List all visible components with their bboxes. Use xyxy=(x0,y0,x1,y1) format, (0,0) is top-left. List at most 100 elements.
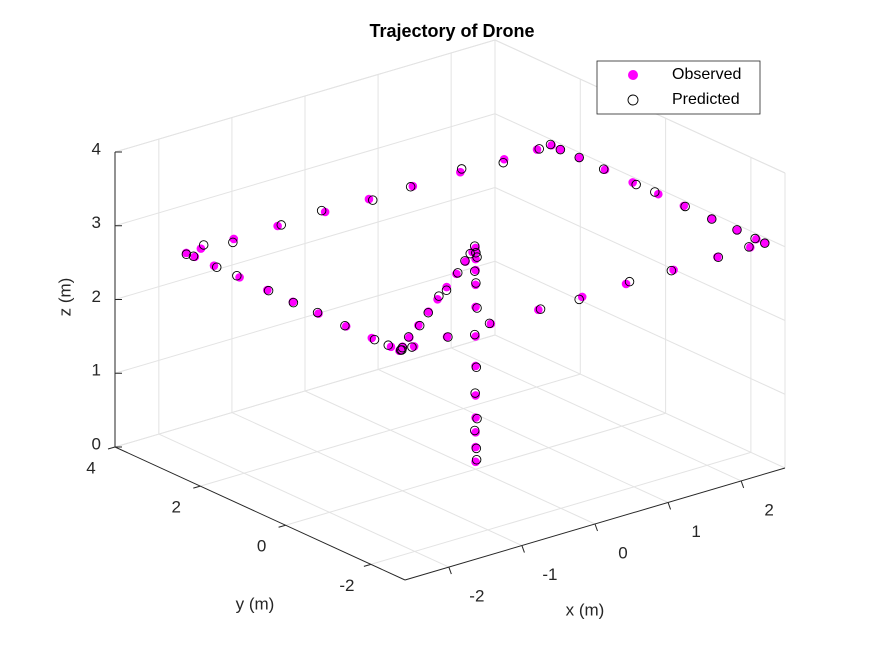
observed-point xyxy=(433,295,442,304)
predicted-point xyxy=(469,241,480,251)
grid-line xyxy=(377,369,669,503)
predicted-point xyxy=(471,455,482,465)
predicted-point xyxy=(484,318,495,329)
grid-line xyxy=(370,451,752,565)
y-tick-label: 4 xyxy=(86,458,95,477)
predicted-point xyxy=(414,320,425,331)
predicted-point xyxy=(453,268,463,278)
predicted-point xyxy=(624,276,635,287)
predicted-point xyxy=(276,220,287,230)
predicted-point xyxy=(369,334,380,345)
predicted-point xyxy=(472,413,482,424)
predicted-point xyxy=(469,425,480,436)
x-tick xyxy=(594,523,598,532)
observed-point xyxy=(461,257,470,266)
y-tick xyxy=(278,524,286,528)
grid-line xyxy=(450,347,742,482)
predicted-point xyxy=(383,340,393,350)
observed-point xyxy=(713,252,722,262)
predicted-point xyxy=(181,249,192,260)
grid-line xyxy=(114,187,496,300)
observed-point xyxy=(229,234,239,244)
y-tick xyxy=(363,563,372,567)
predicted-point xyxy=(441,285,452,296)
predicted-point xyxy=(407,342,417,352)
predicted-point xyxy=(263,285,274,296)
grid-line xyxy=(494,334,786,469)
grid-line xyxy=(494,187,786,321)
x-axis-label: x (m) xyxy=(566,600,605,619)
x-tick-label: 0 xyxy=(618,543,627,562)
x-tick xyxy=(667,502,672,510)
predicted-point xyxy=(471,278,481,288)
predicted-point xyxy=(744,242,754,252)
predicted-point xyxy=(666,265,677,276)
axis-layer: -2 -1 0 1 2 -2 0 2 4 0 1 2 3 4 xyxy=(86,139,786,606)
predicted-point xyxy=(340,320,350,331)
predicted-point xyxy=(470,388,480,398)
legend-label: Predicted xyxy=(672,91,740,108)
observed-point xyxy=(499,154,509,164)
observed-point xyxy=(707,214,716,223)
observed-point xyxy=(320,207,330,217)
grid-line xyxy=(200,373,581,487)
grid-line xyxy=(231,412,523,546)
predicted-point xyxy=(232,271,242,281)
predicted-point xyxy=(188,251,199,262)
predicted-point xyxy=(631,179,641,190)
predicted-point xyxy=(465,248,475,259)
x-tick xyxy=(740,480,745,489)
observed-point xyxy=(471,280,480,290)
predicted-point xyxy=(198,240,209,250)
legend-label: Observed xyxy=(672,66,741,83)
observed-point xyxy=(424,307,433,316)
legend-box xyxy=(596,60,761,115)
predicted-point xyxy=(288,297,299,308)
chart-title: Trajectory of Drone xyxy=(369,21,534,41)
y-axis xyxy=(114,446,406,581)
y-tick xyxy=(193,485,201,489)
observed-point xyxy=(471,413,480,422)
predicted-point xyxy=(469,329,480,340)
observed-point xyxy=(575,153,584,163)
observed-point xyxy=(273,221,282,231)
predicted-point xyxy=(211,262,222,273)
observed-point xyxy=(404,333,414,342)
z-tick-label: 4 xyxy=(92,139,101,158)
grid-line xyxy=(114,334,496,448)
predicted-point xyxy=(228,237,238,248)
predicted-point xyxy=(680,201,690,212)
x-tick xyxy=(448,566,452,575)
grid-layer xyxy=(114,39,786,568)
predicted-point xyxy=(471,443,482,454)
y-tick xyxy=(107,446,116,450)
legend: Observed Predicted xyxy=(596,60,761,115)
x-tick xyxy=(521,545,525,553)
predicted-point xyxy=(434,291,444,301)
x-tick-label: -1 xyxy=(542,565,557,584)
y-axis-label: y (m) xyxy=(236,594,275,613)
grid-line xyxy=(494,260,786,395)
predicted-point xyxy=(456,164,467,174)
predicted-point xyxy=(472,303,482,313)
predicted-point xyxy=(469,266,480,276)
predicted-point xyxy=(535,304,546,314)
observed-point xyxy=(471,302,480,312)
box-edge xyxy=(114,39,496,153)
predicted-point xyxy=(316,205,327,216)
observed-point xyxy=(442,282,451,292)
observed-point xyxy=(288,297,298,307)
legend-marker xyxy=(628,70,638,80)
z-tick-label: 0 xyxy=(92,434,101,453)
point-layer xyxy=(181,139,770,467)
predicted-point xyxy=(750,233,760,244)
grid-line xyxy=(158,433,450,568)
observed-point xyxy=(386,342,396,352)
predicted-point xyxy=(732,225,742,235)
predicted-point xyxy=(403,332,414,342)
observed-point xyxy=(760,238,770,248)
predicted-point xyxy=(534,144,544,154)
predicted-point xyxy=(423,307,433,318)
z-tick-label: 2 xyxy=(92,287,101,306)
z-tick-label: 3 xyxy=(92,213,101,232)
